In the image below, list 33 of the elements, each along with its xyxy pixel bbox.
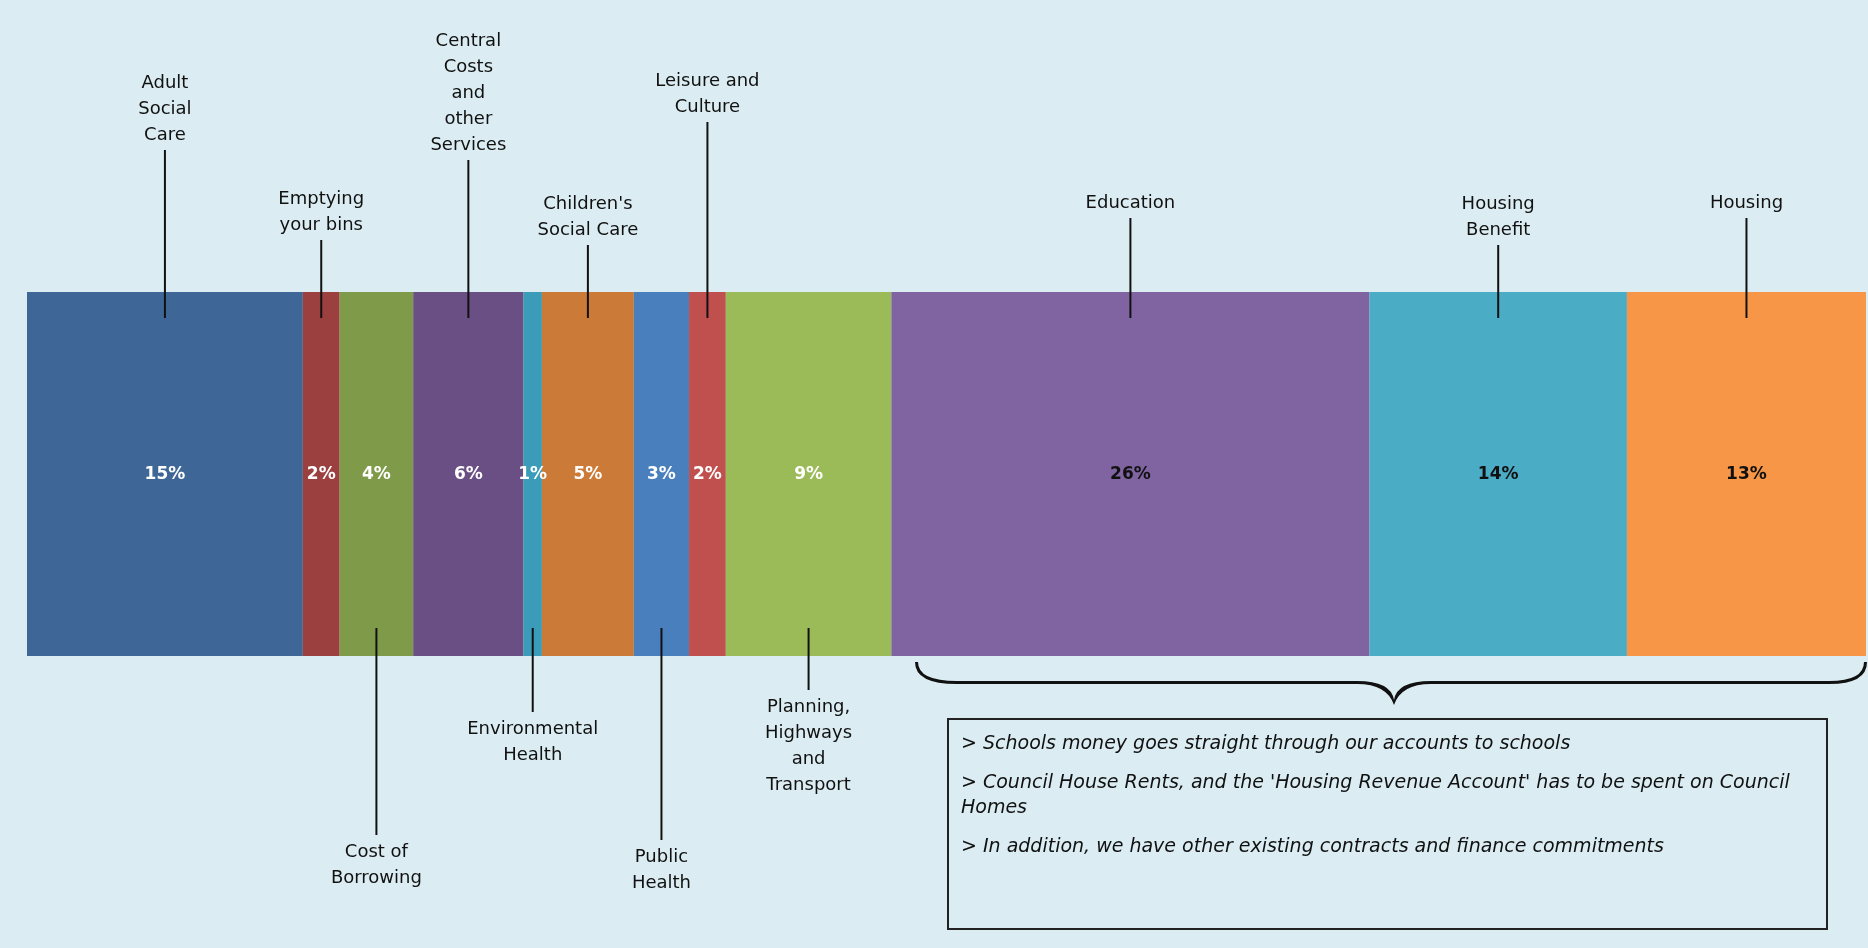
data-label: 13% [1726,463,1767,483]
text: Planning, Highways and Transport [765,695,853,794]
bar [633,292,690,656]
text: Central Costs and other Services [430,29,507,154]
bar [339,292,414,656]
data-label: 5% [573,463,603,483]
data-label: 2% [306,463,336,483]
bar [1626,292,1866,656]
data-label: 15% [144,463,186,483]
text: Housing [1709,191,1784,212]
bar [27,292,303,656]
text: Emptying your bins [278,187,365,234]
data-label: 3% [647,463,676,483]
data-label: 4% [361,463,391,483]
data-label: 14% [1477,463,1519,483]
bar [891,292,1370,656]
data-label: 9% [794,463,824,483]
bar [689,292,726,656]
note-box: > Schools money goes straight through our accounts to schools > Council House Rents, and the 'Housing Revenue Account' has to be spent on Council Homes > In addition, we have other existing contracts and finance commitments [947,718,1828,930]
data-label: 6% [453,463,483,483]
text: Adult Social Care [138,71,192,144]
data-label: 2% [692,463,722,483]
bar [302,292,340,656]
text: Cost of Borrowing [330,840,422,887]
text: Environmental Health [467,717,599,764]
text: Children's Social Care [537,192,639,239]
bar [1369,292,1627,656]
text: Public Health [631,845,692,892]
text: Leisure and Culture [655,69,760,116]
text: Housing Benefit [1461,192,1535,239]
text: Education [1085,191,1176,212]
bar [725,292,892,656]
data-label: 26% [1110,463,1151,483]
